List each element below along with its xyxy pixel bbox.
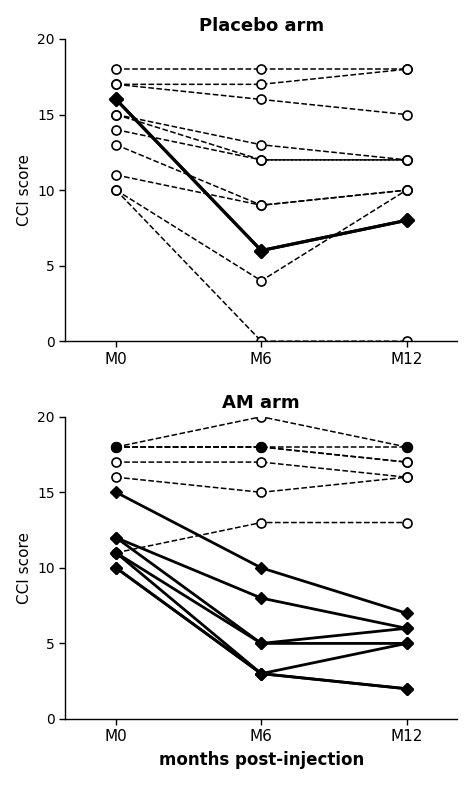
Y-axis label: CCI score: CCI score (17, 154, 32, 226)
Y-axis label: CCI score: CCI score (17, 532, 32, 604)
Title: AM arm: AM arm (222, 395, 300, 413)
X-axis label: months post-injection: months post-injection (159, 751, 364, 769)
Title: Placebo arm: Placebo arm (199, 17, 324, 35)
